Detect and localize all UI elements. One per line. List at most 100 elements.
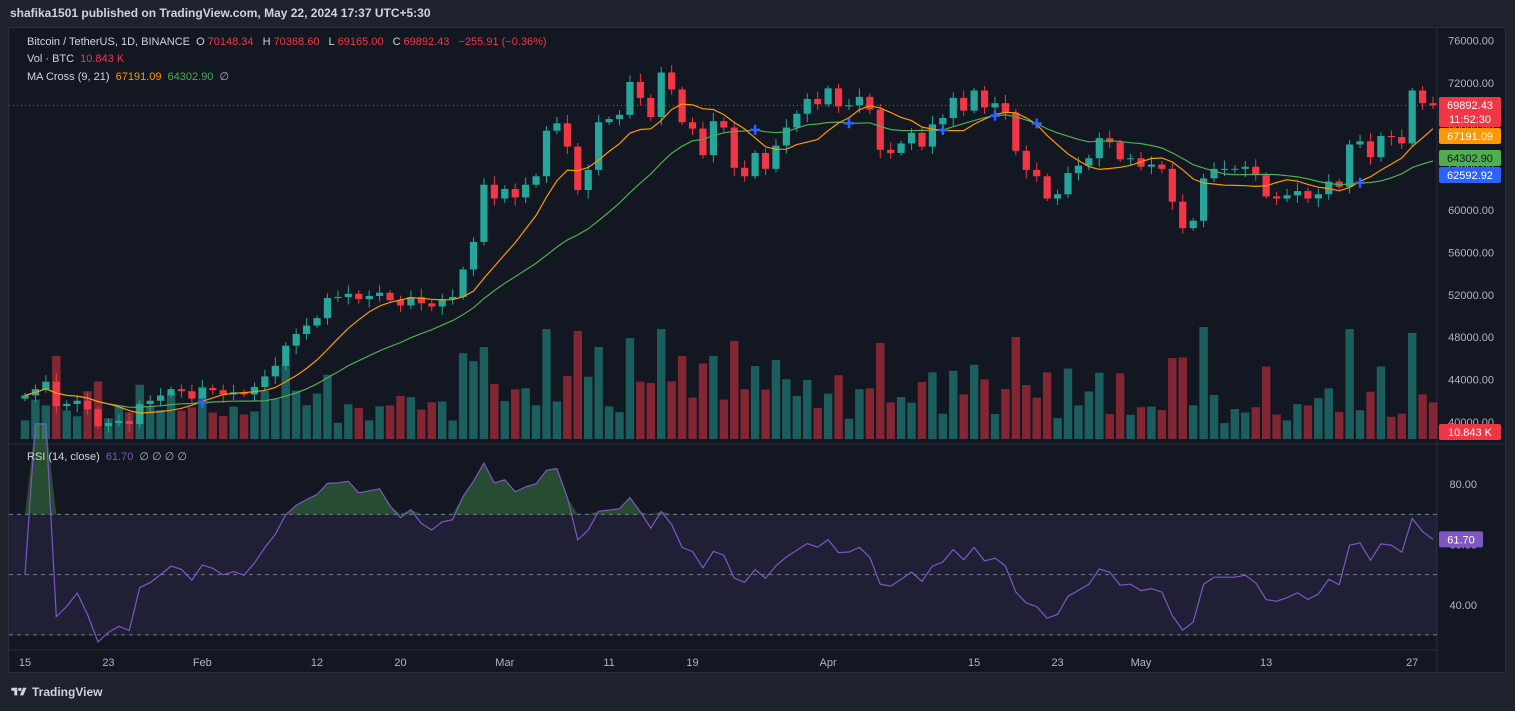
candle-body [459,269,467,297]
volume-bar [1387,416,1396,439]
candle-body [156,395,165,401]
volume-bar [657,329,666,439]
chart-frame[interactable]: 76000.0072000.0068000.0064000.0060000.00… [8,27,1506,673]
volume-bar [31,399,40,439]
candle-body [407,296,415,306]
volume-bar [1001,389,1010,439]
volume-bar [594,347,603,439]
volume-bar [938,413,948,439]
candle-body [480,184,488,242]
candle-body [1168,168,1176,202]
candle-body [1220,168,1229,170]
volume-bar [20,420,30,439]
volume-legend[interactable]: Vol · BTC 10.843 K [27,53,127,65]
volume-bar [823,393,833,439]
volume-bar [1074,405,1083,439]
tradingview-logo-icon [11,687,27,696]
volume-bar [1407,333,1417,439]
ma-legend[interactable]: MA Cross (9, 21) 67191.09 64302.90 ∅ [27,70,232,83]
price-tick-label: 48000.00 [1448,332,1494,344]
price-tick-label: 76000.00 [1448,36,1494,48]
time-tick-label: 23 [1051,657,1063,669]
candle-body [83,400,92,410]
volume-bar [907,402,916,439]
volume-bar [1199,327,1208,439]
volume-bar [177,410,186,439]
ma-cross-marker [843,118,854,129]
volume-bar [1282,420,1292,439]
volume-bar [1032,397,1041,439]
change-value: −255.91 (−0.36%) [458,36,547,48]
volume-bar [396,395,405,439]
candle-body [1147,164,1156,167]
volume-bar [1314,398,1323,439]
ma-slow-line [24,114,1434,408]
candle-body [1210,168,1218,179]
candle-body [1189,220,1197,229]
candle-body [1283,195,1291,199]
candle-body [709,121,717,156]
symbol-legend[interactable]: Bitcoin / TetherUS, 1D, BINANCE O 70148.3… [27,36,550,48]
symbol-name: Bitcoin / TetherUS, 1D, BINANCE [27,36,191,48]
candle-body [887,149,895,153]
volume-bar [406,397,416,439]
price-tick-label: 52000.00 [1448,290,1494,302]
rsi-tick-label: 80.00 [1449,479,1477,491]
candle-body [490,184,498,199]
volume-bar [615,412,624,439]
candle-body [209,388,217,391]
time-tick-label: 23 [102,657,114,669]
candle-body [1095,138,1103,159]
candle-body [271,365,279,377]
volume-bar [260,390,270,439]
volume-bar [1293,404,1302,439]
chart-canvas[interactable]: 76000.0072000.0068000.0064000.0060000.00… [9,28,1505,672]
volume-bar [208,412,217,439]
volume-bar [552,401,562,439]
candle-body [1199,178,1208,221]
volume-bar [1418,394,1427,439]
candle-body [1179,201,1187,229]
candles-layer [21,65,1437,433]
candle-body [876,109,884,150]
volume-bar [531,405,541,439]
volume-bar [969,364,979,439]
candle-body [376,292,384,296]
candle-body [699,128,707,156]
ma-fast-line [24,103,1434,414]
volume-bar [865,388,875,439]
volume-bar [1230,409,1240,439]
candle-body [1377,136,1385,158]
volume-bar [312,393,322,439]
volume-bar [1428,402,1438,439]
volume-bar [427,402,436,439]
open-value: 70148.34 [207,36,254,48]
rsi-legend[interactable]: RSI (14, close) 61.70 ∅ ∅ ∅ ∅ [27,450,190,463]
volume-bar [1011,337,1021,439]
candle-body [897,143,905,153]
candle-body [814,98,822,105]
grid-layer [9,28,1505,672]
candle-body [177,389,186,392]
volume-bar [1105,414,1114,439]
candle-body [94,409,102,427]
volume-bar [1178,357,1187,439]
candle-body [1064,173,1072,195]
volume-bar [886,402,895,439]
volume-bar [354,407,363,439]
volume-bar [229,406,238,439]
candle-body [52,381,60,407]
tradingview-footer[interactable]: TradingView [10,685,102,699]
candle-body [1241,166,1249,169]
time-tick-label: 19 [686,657,698,669]
volume-bar [813,407,822,439]
candle-body [626,82,634,115]
footer-brand: TradingView [32,685,103,699]
candle-body [647,97,655,117]
close-value: 69892.43 [403,36,450,48]
time-tick-label: 20 [394,657,406,669]
candle-body [720,121,728,128]
volume-bar [41,405,51,439]
candle-body [668,72,676,90]
rsi-layer [9,423,1437,643]
